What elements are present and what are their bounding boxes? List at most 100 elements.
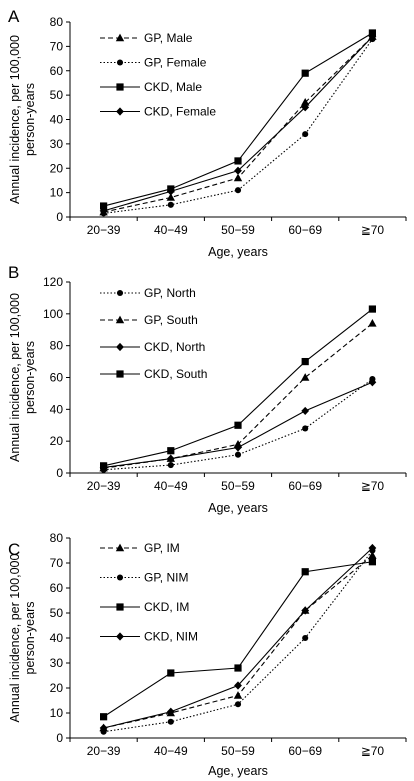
legend-marker	[116, 59, 124, 66]
chart-panel-c: C 0 10 20 30 40 50 60 70 80 20−39 40−49 50−59 60−69 ≧7…	[8, 531, 407, 778]
series-line	[103, 378, 373, 471]
y-tick-label: 70	[50, 556, 64, 570]
data-point	[368, 32, 377, 41]
y-tick-label: 30	[50, 656, 64, 670]
series-gp-nim	[100, 547, 376, 735]
legend-marker	[115, 315, 125, 324]
data-point	[167, 669, 175, 677]
data-point	[368, 558, 376, 566]
x-tick-label: 60−69	[288, 479, 322, 493]
data-point	[166, 187, 175, 196]
y-tick-label: 100	[43, 307, 63, 321]
data-point	[234, 451, 242, 458]
y-tick-label: 120	[43, 275, 63, 289]
series-ckd-female	[99, 32, 377, 216]
x-tick-label: ≧70	[361, 223, 385, 237]
y-tick-label: 10	[50, 186, 64, 200]
data-point	[99, 206, 108, 216]
data-point	[368, 543, 377, 553]
y-tick-label: 40	[50, 402, 64, 416]
data-point	[368, 378, 377, 387]
legend-label: GP, Female	[144, 56, 207, 70]
data-point	[167, 201, 174, 208]
x-tick-label: 20−39	[87, 223, 121, 237]
legend-label: CKD, NIM	[144, 630, 198, 644]
series-ckd-south	[100, 305, 376, 470]
data-point	[234, 166, 242, 175]
y-axis-title: Annual incidence, per 100,000	[8, 554, 22, 723]
chart-panel-a: A 0 10 20 30 40 50 60 70 80 20−39 40−49 50−59 60−69 ≧7…	[8, 7, 407, 259]
legend-label: CKD, IM	[144, 600, 189, 614]
x-tick-label: 50−59	[221, 744, 255, 758]
data-point	[100, 462, 108, 470]
x-axis-title: Age, years	[208, 764, 268, 778]
legend-marker	[116, 107, 124, 116]
data-point	[301, 406, 310, 416]
y-tick-label: 20	[50, 681, 64, 695]
data-point	[301, 568, 309, 576]
legend-marker	[116, 342, 124, 352]
y-tick-label: 0	[56, 466, 63, 480]
data-point	[233, 173, 243, 182]
y-tick-label: 50	[50, 606, 64, 620]
x-tick-label: 40−49	[154, 223, 188, 237]
data-point	[234, 443, 242, 452]
y-tick-label: 50	[50, 88, 64, 102]
y-tick-label: 10	[50, 706, 64, 720]
x-tick-label: 60−69	[288, 223, 322, 237]
y-axis-title-line2: person-years	[23, 341, 37, 414]
data-point	[302, 425, 309, 432]
data-point	[100, 202, 108, 210]
data-point	[166, 193, 175, 201]
y-tick-label: 40	[50, 631, 64, 645]
series-ckd-male	[100, 29, 376, 210]
y-tick-label: 30	[50, 137, 64, 151]
series-gp-female	[100, 36, 376, 217]
legend: GP, North GP, South CKD, North CKD, South	[100, 286, 207, 381]
legend-label: CKD, North	[144, 340, 205, 354]
y-tick-label: 80	[50, 531, 64, 545]
data-point	[234, 187, 242, 194]
data-point	[368, 318, 377, 327]
legend-marker	[116, 574, 124, 581]
x-axis-title: Age, years	[208, 501, 268, 515]
data-point	[302, 634, 309, 642]
legend-marker	[115, 543, 125, 552]
data-point	[233, 691, 243, 699]
legend-marker	[116, 370, 124, 378]
y-axis-title-line2: person-years	[23, 602, 37, 675]
legend-marker	[115, 33, 125, 42]
y-tick-label: 60	[50, 371, 64, 385]
legend-label: GP, NIM	[144, 571, 188, 585]
data-point	[167, 718, 174, 725]
panel-label: C	[8, 540, 20, 559]
x-tick-label: 40−49	[154, 479, 188, 493]
legend-marker	[116, 83, 124, 91]
y-tick-label: 0	[56, 210, 63, 224]
data-point	[301, 98, 310, 106]
y-axis-title-line2: person-years	[23, 83, 37, 156]
legend-marker	[116, 603, 124, 611]
y-tick-label: 40	[50, 113, 64, 127]
data-point	[302, 131, 309, 138]
x-tick-label: 20−39	[87, 744, 121, 758]
y-tick-label: 80	[50, 339, 64, 353]
x-tick-label: 50−59	[221, 223, 255, 237]
legend-label: GP, IM	[144, 541, 180, 555]
x-tick-label: ≧70	[361, 479, 385, 493]
legend-label: CKD, Female	[144, 105, 216, 119]
data-point	[234, 701, 242, 708]
data-point	[301, 103, 310, 112]
legend-marker	[116, 289, 124, 297]
legend-label: GP, South	[144, 313, 198, 327]
x-tick-label: ≧70	[361, 744, 385, 758]
x-tick-label: 20−39	[87, 479, 121, 493]
series-ckd-nim	[99, 543, 377, 733]
x-tick-label: 60−69	[288, 744, 322, 758]
series-ckd-im	[100, 558, 376, 721]
y-tick-label: 60	[50, 581, 64, 595]
data-point	[368, 305, 376, 313]
y-tick-label: 70	[50, 39, 64, 53]
data-point	[234, 421, 242, 429]
